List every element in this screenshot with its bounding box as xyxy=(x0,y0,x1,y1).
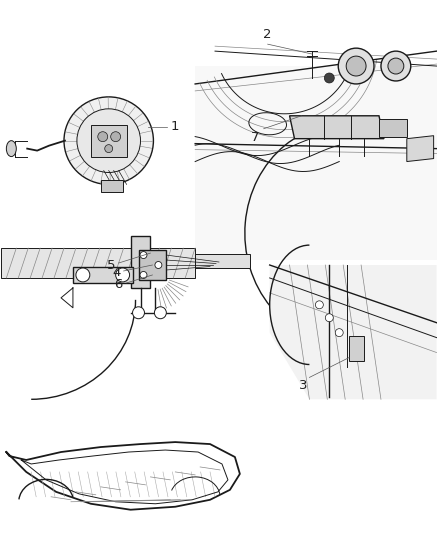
Circle shape xyxy=(346,56,366,76)
Circle shape xyxy=(116,268,130,282)
Polygon shape xyxy=(270,265,437,399)
FancyBboxPatch shape xyxy=(138,250,166,280)
Circle shape xyxy=(338,48,374,84)
FancyBboxPatch shape xyxy=(101,181,123,192)
Ellipse shape xyxy=(7,141,16,157)
Circle shape xyxy=(98,132,108,142)
FancyBboxPatch shape xyxy=(91,125,127,157)
Circle shape xyxy=(111,132,120,142)
FancyBboxPatch shape xyxy=(379,119,407,136)
FancyBboxPatch shape xyxy=(195,254,250,268)
Text: 6: 6 xyxy=(114,278,123,292)
Circle shape xyxy=(105,144,113,152)
Polygon shape xyxy=(290,116,384,139)
Text: 1: 1 xyxy=(170,120,179,133)
FancyBboxPatch shape xyxy=(131,236,150,288)
Polygon shape xyxy=(407,136,434,161)
Circle shape xyxy=(315,301,323,309)
Circle shape xyxy=(325,314,333,322)
Circle shape xyxy=(324,73,334,83)
Text: 3: 3 xyxy=(299,379,307,392)
Circle shape xyxy=(77,109,141,173)
Text: 4: 4 xyxy=(112,266,120,279)
Circle shape xyxy=(140,252,147,259)
Circle shape xyxy=(155,262,162,269)
FancyBboxPatch shape xyxy=(1,248,195,278)
FancyBboxPatch shape xyxy=(73,267,133,283)
FancyBboxPatch shape xyxy=(349,336,364,360)
Circle shape xyxy=(388,58,404,74)
Text: 5: 5 xyxy=(107,259,116,271)
Circle shape xyxy=(133,307,145,319)
Text: 7: 7 xyxy=(251,131,260,144)
Circle shape xyxy=(335,329,343,337)
FancyBboxPatch shape xyxy=(195,66,437,260)
Circle shape xyxy=(155,307,166,319)
Circle shape xyxy=(140,271,147,278)
Circle shape xyxy=(76,268,90,282)
Ellipse shape xyxy=(64,97,153,184)
Text: 2: 2 xyxy=(263,28,272,41)
Circle shape xyxy=(381,51,411,81)
